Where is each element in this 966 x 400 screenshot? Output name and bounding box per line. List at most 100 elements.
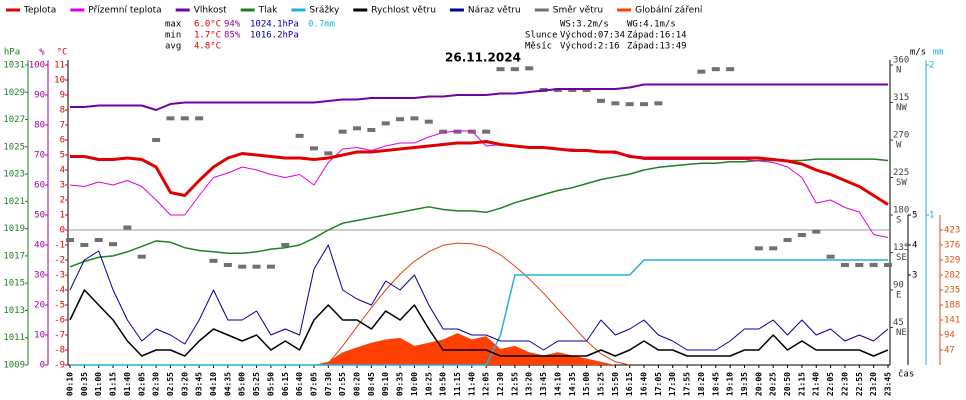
y-tick-label: 225 [893, 168, 909, 178]
x-tick-label: 13:45 [539, 372, 548, 396]
direction-point [797, 233, 806, 237]
axis-unit: % [39, 48, 45, 58]
y-tick-label: 47 [944, 346, 955, 356]
x-tick-label: 01:00 [94, 372, 103, 396]
y-tick-label: 30 [34, 271, 45, 281]
direction-point [223, 263, 232, 267]
axis-unit: °C [57, 48, 68, 58]
axis-unit: hPa [4, 48, 20, 58]
y-tick-label: -2 [54, 256, 65, 266]
stat-value: 85% [224, 31, 241, 41]
y-tick-label: 50 [34, 211, 45, 221]
y-tick-label: 376 [944, 241, 960, 251]
direction-point [510, 67, 519, 72]
direction-point [338, 129, 347, 134]
y-tick-label: 141 [944, 316, 960, 326]
x-tick-label: 17:05 [654, 372, 663, 396]
stat-value: 4.8°C [194, 42, 221, 52]
x-tick-label: 12:05 [482, 372, 491, 396]
x-tick-label: 14:35 [568, 372, 577, 396]
x-tick-label: 00:10 [66, 372, 75, 396]
direction-point [166, 116, 175, 121]
direction-point [884, 263, 892, 267]
y-tick-label: 60 [34, 181, 45, 191]
y-tick-label: 329 [944, 256, 960, 266]
direction-point [109, 242, 118, 247]
x-tick-label: 08:45 [367, 372, 376, 396]
direction-point [711, 67, 720, 72]
direction-point [855, 263, 864, 267]
x-tick-label: 22:55 [855, 372, 864, 396]
legend-label: Rychlost větru [371, 6, 436, 16]
y-tick-label: 6 [60, 136, 65, 146]
x-tick-label: 02:55 [166, 372, 175, 396]
x-tick-label: 18:45 [711, 372, 720, 396]
y-tick-label: 3 [60, 181, 65, 191]
direction-point [94, 238, 103, 242]
x-tick-label: 20:25 [769, 372, 778, 396]
x-tick-label: 12:30 [496, 372, 505, 396]
direction-point [309, 146, 318, 151]
direction-point [439, 129, 448, 134]
x-tick-label: 04:10 [209, 372, 218, 396]
x-tick-label: 05:25 [252, 372, 261, 396]
chart-title: 26.11.2024 [445, 51, 521, 65]
axis-unit: m/s [910, 48, 926, 58]
series-line [69, 244, 889, 351]
axis-unit: mm [933, 48, 944, 58]
y-tick-name: E [896, 291, 901, 301]
x-tick-label: 23:20 [869, 372, 878, 396]
y-tick-label: 188 [944, 301, 960, 311]
x-tick-label: 15:00 [582, 372, 591, 396]
direction-point [123, 225, 132, 230]
y-tick-label: -6 [54, 316, 65, 326]
sun-stat: Západ:16:14 [627, 31, 687, 41]
x-tick-label: 22:30 [840, 372, 849, 396]
y-tick-label: 80 [34, 121, 45, 131]
x-tick-label: 07:05 [309, 372, 318, 396]
legend-label: Teplota [23, 6, 56, 16]
stat-value: 1024.1hPa [250, 20, 299, 30]
direction-point [281, 243, 290, 247]
direction-point [424, 119, 433, 124]
x-tick-label: 22:05 [826, 372, 835, 396]
direction-point [252, 264, 261, 269]
legend-label: Srážky [309, 6, 340, 16]
x-tick-label: 07:55 [338, 372, 347, 396]
y-tick-label: -8 [54, 346, 65, 356]
y-tick-label: -5 [54, 301, 65, 311]
direction-point [496, 67, 505, 72]
y-tick-label: 1021 [3, 197, 25, 207]
x-tick-label: 17:30 [668, 372, 677, 396]
legend-label: Náraz větru [468, 6, 521, 16]
x-tick-label: 21:15 [797, 372, 806, 396]
y-tick-label: 20 [34, 301, 45, 311]
stat-value: max [165, 20, 182, 30]
x-tick-label: 18:20 [697, 372, 706, 396]
direction-point [596, 98, 605, 103]
x-tick-label: 20:50 [783, 372, 792, 396]
wind-stat: WG:4.1m/s [627, 20, 676, 30]
y-tick-label: 4 [60, 166, 65, 176]
y-tick-label: 1027 [3, 115, 25, 125]
direction-point [396, 117, 405, 122]
y-tick-label: 1017 [3, 251, 25, 261]
direction-point [295, 133, 304, 138]
x-tick-label: 09:10 [381, 372, 390, 396]
x-tick-label: 15:50 [611, 372, 620, 396]
x-tick-label: 21:40 [812, 372, 821, 396]
direction-point [625, 102, 634, 107]
x-tick-label: 03:45 [195, 372, 204, 396]
y-tick-name: NW [896, 103, 907, 113]
y-tick-label: 10 [54, 76, 65, 86]
x-tick-label: 20:00 [754, 372, 763, 396]
y-tick-label: 90 [893, 281, 904, 291]
series-line [327, 242, 630, 366]
y-tick-label: -7 [54, 331, 65, 341]
x-tick-label: 11:15 [453, 372, 462, 396]
direction-point [381, 121, 390, 126]
x-tick-label: 11:40 [467, 372, 476, 396]
x-tick-label: 12:55 [510, 372, 519, 396]
